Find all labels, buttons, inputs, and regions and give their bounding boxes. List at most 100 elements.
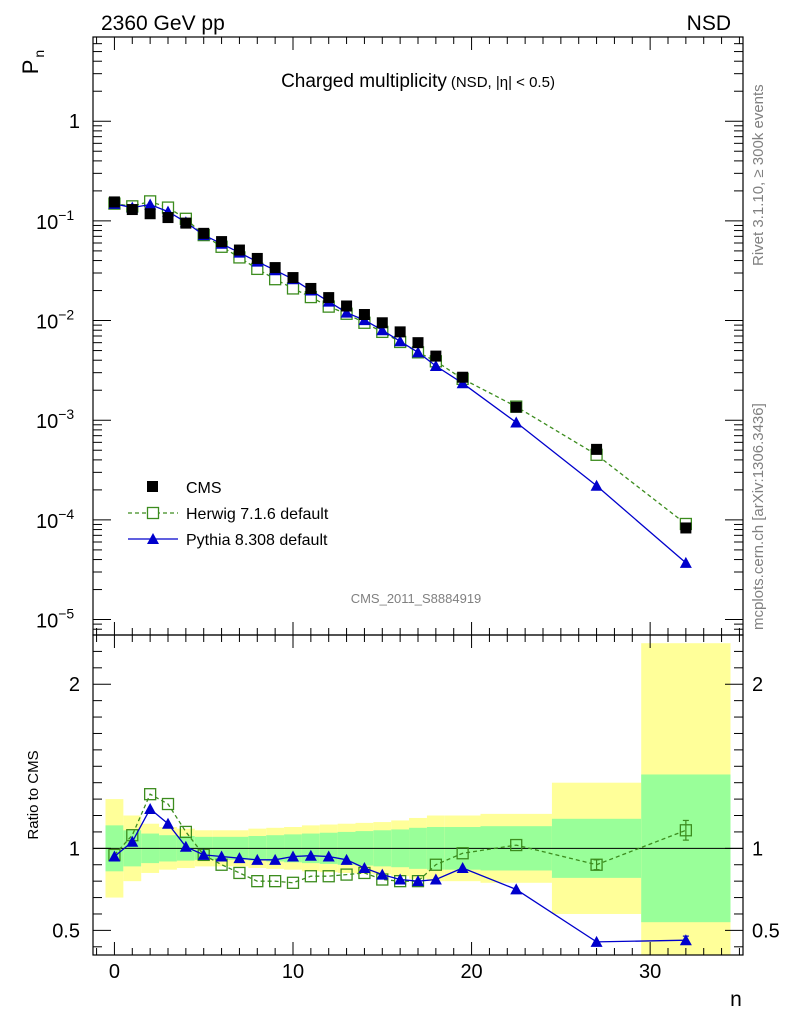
ratio-point-pythia <box>304 849 317 861</box>
ratio-ytick-label-left: 1 <box>69 838 80 860</box>
ylabel-ratio: Ratio to CMS <box>25 750 42 839</box>
main-point-cms <box>430 350 442 362</box>
ratio-point-pythia <box>322 850 335 862</box>
ratio-point-pythia <box>108 850 121 862</box>
main-ytick-label: 1 <box>69 111 80 133</box>
main-point-cms <box>305 282 317 294</box>
legend-marker-herwig <box>146 506 160 520</box>
ratio-point-pythia <box>376 868 389 880</box>
main-point-cms <box>457 371 469 383</box>
main-point-pythia <box>510 416 523 428</box>
main-ytick-label: 10−1 <box>36 207 74 234</box>
main-point-cms <box>144 208 156 220</box>
main-point-cms <box>341 300 353 312</box>
ratio-point-pythia <box>358 862 371 874</box>
xtick-label: 0 <box>109 961 120 983</box>
plot-title-sub: (NSD, |η| < 0.5) <box>451 74 555 91</box>
ratio-point-pythia <box>197 848 210 860</box>
ratio-point-pythia <box>269 853 282 865</box>
main-point-pythia <box>429 360 442 372</box>
main-ytick-label: 10−3 <box>36 406 74 433</box>
ratio-point-pythia <box>179 840 192 852</box>
main-plot-panel: 1 10−1 10−2 10−3 10−4 10−5 Charged multiplici… <box>36 36 744 636</box>
main-point-pythia <box>340 306 353 318</box>
ratio-point-herwig <box>322 870 335 883</box>
ratio-point-herwig <box>161 797 175 811</box>
xtick-label: 20 <box>460 961 482 983</box>
main-point-cms <box>358 309 370 321</box>
ylabel-main-base: P <box>18 60 43 75</box>
ratio-point-pythia <box>215 850 228 862</box>
main-point-cms <box>108 196 120 208</box>
main-point-pythia <box>412 346 424 358</box>
xtick-label: 10 <box>282 961 304 983</box>
legend-label-pythia: Pythia 8.308 default <box>186 532 328 549</box>
main-point-pythia <box>394 335 407 347</box>
main-point-cms <box>323 292 335 304</box>
ratio-point-herwig <box>456 847 469 860</box>
ratio-point-pythia <box>456 862 469 874</box>
legend-entry-herwig: Herwig 7.1.6 default <box>128 506 329 523</box>
ratio-line-herwig <box>113 793 687 884</box>
ratio-ytick-label-left: 2 <box>69 674 80 696</box>
ratio-point-herwig <box>340 868 353 881</box>
legend-label-cms: CMS <box>186 480 222 497</box>
main-ytick-label: 10−2 <box>36 307 74 334</box>
side-text-rivet: Rivet 3.1.10, ≥ 300k events <box>750 84 767 266</box>
ratio-plot-panel: 0.5 0.51 12 20 10 20 30 Ratio to CMS <box>25 634 780 983</box>
main-ytick-label: 10−5 <box>36 606 74 633</box>
plot-title: Charged multiplicity (NSD, |η| < 0.5) <box>281 71 555 92</box>
ratio-ytick-label-left: 0.5 <box>52 920 80 942</box>
ratio-point-herwig <box>679 824 693 837</box>
ratio-point-pythia <box>233 852 246 864</box>
main-point-cms <box>126 204 138 216</box>
ratio-point-herwig <box>143 788 157 801</box>
main-point-cms <box>591 443 603 455</box>
ratio-ytick-label-right: 0.5 <box>752 920 780 942</box>
main-point-pythia <box>144 198 157 210</box>
ylabel-main-sub: n <box>31 50 47 58</box>
ratio-point-pythia <box>126 835 139 847</box>
xlabel: n <box>730 988 742 1011</box>
header-left: 2360 GeV pp <box>101 12 225 35</box>
svg-text:Pn: Pn <box>18 50 47 74</box>
main-line-herwig <box>114 200 687 525</box>
ratio-point-pythia <box>510 883 523 895</box>
main-point-cms <box>233 244 245 256</box>
legend: CMS Herwig 7.1.6 default Pythia 8.308 de… <box>128 480 329 549</box>
ratio-point-herwig <box>179 825 193 839</box>
main-point-pythia <box>679 556 692 568</box>
main-point-pythia <box>456 377 469 389</box>
ratio-point-herwig <box>286 876 300 889</box>
main-point-pythia <box>590 479 603 491</box>
ratio-point-pythia <box>162 817 174 829</box>
ratio-point-pythia <box>340 853 353 865</box>
main-point-cms <box>162 212 174 224</box>
main-point-cms <box>510 401 522 413</box>
main-point-cms <box>680 522 692 534</box>
main-point-cms <box>412 337 424 349</box>
main-point-herwig <box>268 273 282 286</box>
main-point-cms <box>198 227 210 239</box>
main-point-cms <box>251 252 263 264</box>
legend-entry-pythia: Pythia 8.308 default <box>128 532 328 549</box>
ratio-point-pythia <box>251 853 264 865</box>
ratio-point-pythia <box>394 873 407 885</box>
side-text-mcplots: mcplots.cern.ch [arXiv:1306.3436] <box>750 403 767 630</box>
main-point-cms <box>180 217 192 229</box>
main-ytick-label: 10−4 <box>36 506 74 533</box>
main-point-cms <box>216 236 228 248</box>
ratio-point-herwig <box>268 875 282 888</box>
ratio-ytick-label-right: 1 <box>752 838 763 860</box>
ratio-point-herwig <box>304 870 318 883</box>
plot-title-main: Charged multiplicity <box>281 71 447 92</box>
main-point-cms <box>269 262 281 274</box>
ratio-point-herwig <box>251 875 264 888</box>
main-point-cms <box>394 326 406 338</box>
ratio-point-pythia <box>144 802 157 814</box>
ratio-point-pythia <box>412 875 424 887</box>
ratio-point-herwig <box>429 858 443 871</box>
legend-marker-pythia <box>147 533 159 544</box>
ratio-point-pythia <box>590 935 603 947</box>
